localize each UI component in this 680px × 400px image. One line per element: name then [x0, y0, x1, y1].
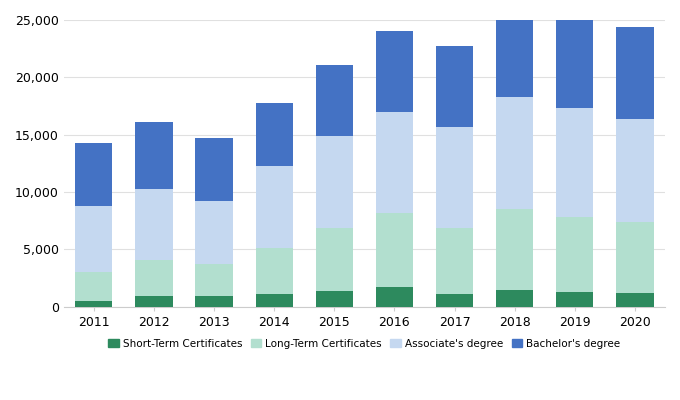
Bar — [195, 138, 233, 201]
Bar — [195, 201, 233, 264]
Bar — [195, 264, 233, 296]
Bar — [135, 260, 173, 296]
Bar — [135, 189, 173, 260]
Bar — [376, 112, 413, 213]
Bar — [75, 143, 112, 206]
Bar — [556, 292, 594, 307]
Bar — [256, 294, 293, 307]
Bar — [436, 294, 473, 307]
Bar — [316, 136, 353, 228]
Bar — [556, 12, 594, 108]
Bar — [376, 32, 413, 112]
Bar — [195, 296, 233, 307]
Bar — [376, 287, 413, 307]
Bar — [316, 291, 353, 307]
Bar — [496, 290, 533, 307]
Bar — [616, 119, 653, 222]
Legend: Short-Term Certificates, Long-Term Certificates, Associate's degree, Bachelor's : Short-Term Certificates, Long-Term Certi… — [104, 335, 624, 353]
Bar — [256, 248, 293, 294]
Bar — [376, 213, 413, 287]
Bar — [556, 108, 594, 217]
Bar — [616, 293, 653, 307]
Bar — [496, 97, 533, 209]
Bar — [316, 65, 353, 136]
Bar — [256, 102, 293, 166]
Bar — [135, 296, 173, 307]
Bar — [616, 27, 653, 119]
Bar — [436, 127, 473, 228]
Bar — [616, 222, 653, 293]
Bar — [496, 209, 533, 290]
Bar — [135, 122, 173, 189]
Bar — [75, 301, 112, 307]
Bar — [556, 217, 594, 292]
Bar — [316, 228, 353, 291]
Bar — [256, 166, 293, 248]
Bar — [75, 272, 112, 301]
Bar — [496, 5, 533, 97]
Bar — [436, 228, 473, 294]
Bar — [75, 206, 112, 272]
Bar — [436, 46, 473, 127]
